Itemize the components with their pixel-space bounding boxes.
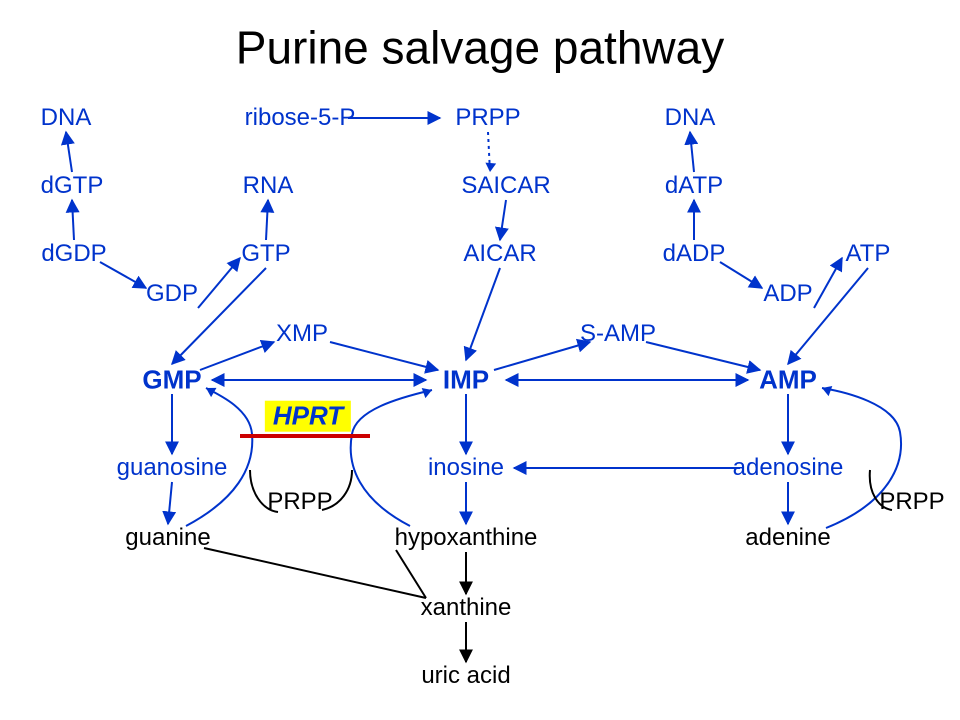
node-aden: adenine (745, 525, 830, 551)
node-r5p: ribose-5-P (245, 105, 356, 131)
node-hypo: hypoxanthine (395, 525, 538, 551)
node-prpp_t: PRPP (455, 105, 520, 131)
node-adenos: adenosine (733, 455, 844, 481)
node-guanos: guanosine (117, 455, 228, 481)
node-inos: inosine (428, 455, 504, 481)
diagram-stage: Purine salvage pathway DNA ribose-5-P PRPP D… (0, 0, 960, 720)
node-gtp: GTP (241, 241, 290, 267)
node-xanth: xanthine (421, 595, 512, 621)
hprt-enzyme-box: HPRT (265, 401, 351, 432)
node-dadp: dADP (663, 241, 726, 267)
node-dgdp: dGDP (41, 241, 106, 267)
node-prpp_r: PRPP (879, 489, 944, 515)
node-prpp_l: PRPP (267, 489, 332, 515)
node-saicar: SAICAR (461, 173, 550, 199)
node-amp: AMP (759, 366, 817, 395)
node-guan: guanine (125, 525, 210, 551)
node-dna_r: DNA (665, 105, 716, 131)
node-rna: RNA (243, 173, 294, 199)
node-dna_l: DNA (41, 105, 92, 131)
node-gdp: GDP (146, 281, 198, 307)
node-uric: uric acid (421, 663, 510, 689)
node-aicar: AICAR (463, 241, 536, 267)
node-dgtp: dGTP (41, 173, 104, 199)
node-datp: dATP (665, 173, 723, 199)
node-samp: S-AMP (580, 321, 656, 347)
node-atp: ATP (846, 241, 891, 267)
node-gmp: GMP (142, 366, 201, 395)
hprt-underline (240, 434, 370, 438)
node-adp: ADP (763, 281, 812, 307)
page-title: Purine salvage pathway (236, 23, 724, 74)
node-imp: IMP (443, 366, 489, 395)
node-xmp: XMP (276, 321, 328, 347)
